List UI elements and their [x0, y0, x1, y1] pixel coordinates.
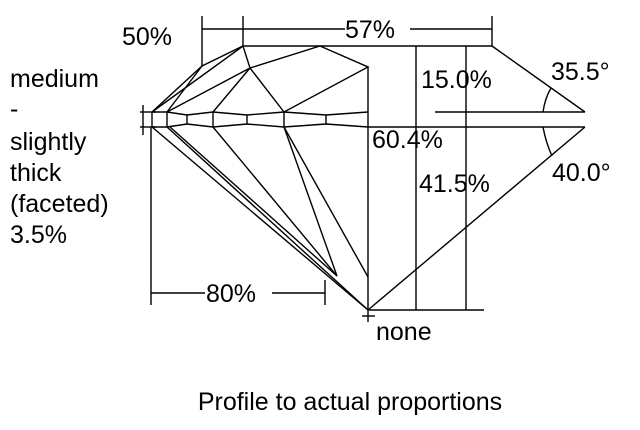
- labels: 50% 57% medium - slightly thick (faceted…: [10, 16, 611, 416]
- pavilion-outline: [367, 126, 586, 311]
- pavilion-angle-arc: [542, 126, 553, 157]
- girdle-bottom: [152, 123, 369, 128]
- girdle-label-2: -: [10, 95, 18, 123]
- culet-label: none: [376, 318, 432, 346]
- total-depth-label: 60.4%: [372, 126, 443, 154]
- table-small-label: 50%: [122, 23, 172, 51]
- girdle-label-1: medium: [10, 65, 99, 93]
- caption: Profile to actual proportions: [198, 388, 502, 416]
- girdle-percent-label: 3.5%: [10, 221, 67, 249]
- crown-facet: [166, 65, 203, 113]
- girdle-segments: [151, 112, 327, 127]
- crown-angle-label: 35.5°: [551, 58, 610, 86]
- crown-facet: [166, 67, 251, 113]
- table-percent-label: 57%: [345, 16, 395, 44]
- crown-height-label: 15.0%: [421, 66, 492, 94]
- pavilion-depth-label: 41.5%: [419, 170, 490, 198]
- girdle-top: [152, 111, 369, 116]
- diamond-profile: [140, 16, 586, 322]
- pavilion-facets: [151, 126, 369, 311]
- girdle-label-3: slightly: [10, 128, 87, 156]
- girdle-label-5: (faceted): [10, 190, 109, 218]
- pavilion-angle-label: 40.0°: [552, 159, 611, 187]
- crown-facets: [151, 44, 370, 113]
- girdle-label-4: thick: [10, 159, 62, 187]
- lower-half-label: 80%: [206, 280, 256, 308]
- crown-angle-arc: [542, 87, 552, 113]
